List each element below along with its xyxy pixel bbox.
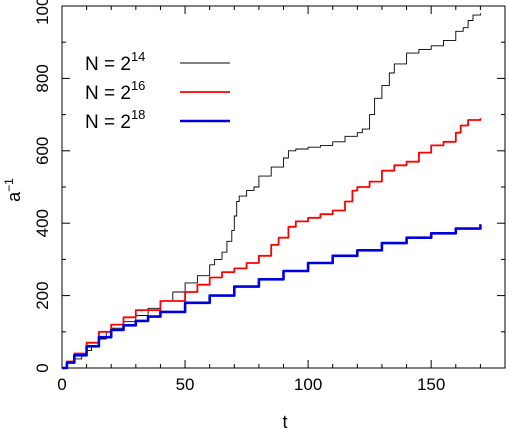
legend-label-exponent: 18	[131, 107, 145, 122]
legend-label-exponent: 14	[131, 49, 145, 64]
x-tick-label: 50	[176, 375, 195, 394]
legend-label: N = 214	[85, 49, 145, 75]
y-tick-label: 400	[33, 209, 52, 237]
y-tick-label: 0	[33, 363, 52, 372]
series-line-2	[62, 118, 482, 369]
legend-label: N = 218	[85, 107, 145, 133]
legend-label-base: N = 2	[85, 112, 131, 133]
legend-label-base: N = 2	[85, 54, 131, 75]
x-tick-label: 100	[294, 375, 322, 394]
series-line-3	[62, 224, 482, 370]
y-tick-label: 800	[33, 64, 52, 92]
legend-label-exponent: 16	[131, 78, 145, 93]
x-tick-label: 0	[57, 375, 66, 394]
y-tick-label: 200	[33, 281, 52, 309]
legend-label-base: N = 2	[85, 83, 131, 104]
series-group	[62, 13, 482, 370]
legend-label: N = 216	[85, 78, 145, 104]
y-axis: 0 200 400 600 800 1000	[33, 0, 505, 373]
x-axis: 0 50 100 150	[57, 6, 481, 394]
y-axis-label: a−1	[2, 178, 24, 202]
series-line-1	[62, 13, 481, 369]
y-tick-label: 600	[33, 137, 52, 165]
x-axis-label: t	[282, 412, 287, 432]
x-tick-label: 150	[417, 375, 445, 394]
y-tick-label: 1000	[33, 0, 52, 25]
